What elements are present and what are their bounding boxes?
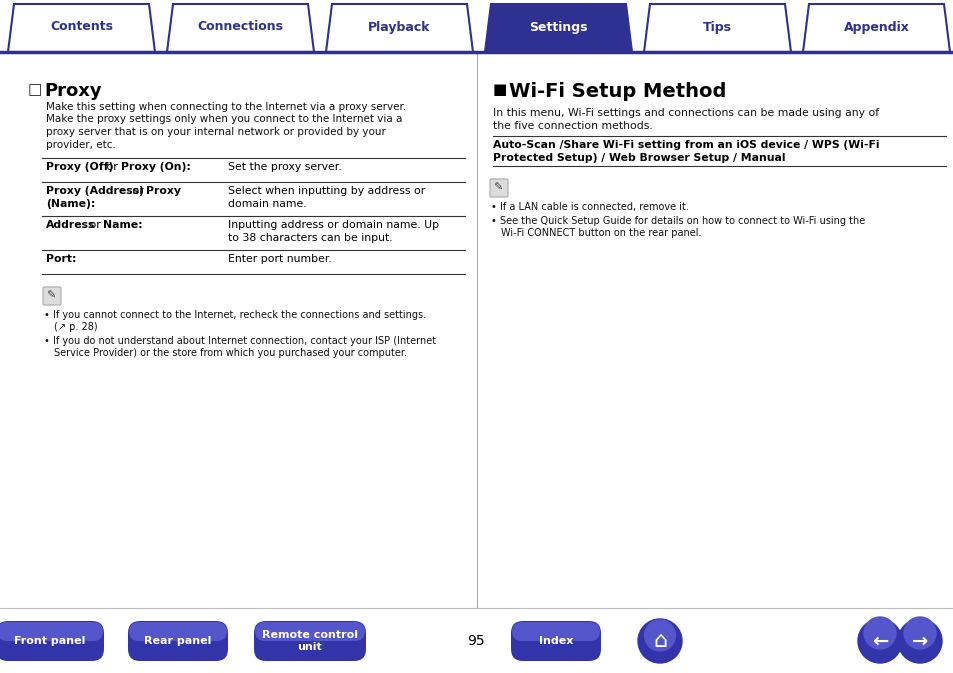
Circle shape [638,619,681,663]
FancyBboxPatch shape [512,622,599,641]
Text: Protected Setup) / Web Browser Setup / Manual: Protected Setup) / Web Browser Setup / M… [493,153,784,163]
Text: ■: ■ [493,82,507,97]
Text: →: → [911,631,927,651]
Text: • If you do not understand about Internet connection, contact your ISP (Internet: • If you do not understand about Interne… [44,336,436,346]
Text: Tips: Tips [702,20,731,34]
Text: Remote control
unit: Remote control unit [262,630,357,651]
Text: ✎: ✎ [47,291,55,301]
Text: In this menu, Wi-Fi settings and connections can be made using any of: In this menu, Wi-Fi settings and connect… [493,108,879,118]
Text: Address: Address [46,220,95,230]
Text: domain name.: domain name. [228,199,306,209]
Text: ⌂: ⌂ [652,631,666,651]
Circle shape [857,619,901,663]
Text: or: or [86,220,104,230]
Text: Proxy (On):: Proxy (On): [121,162,191,172]
Text: ✎: ✎ [493,183,502,193]
Text: Index: Index [538,636,573,646]
Text: Name:: Name: [103,220,143,230]
Circle shape [897,619,941,663]
FancyBboxPatch shape [511,621,600,661]
Text: Proxy (Off): Proxy (Off) [46,162,113,172]
Text: Proxy (Address): Proxy (Address) [46,186,144,196]
Text: • If you cannot connect to the Internet, recheck the connections and settings.: • If you cannot connect to the Internet,… [44,310,426,320]
Text: Proxy: Proxy [146,186,181,196]
FancyBboxPatch shape [129,622,227,641]
Polygon shape [484,4,631,52]
Text: Inputting address or domain name. Up: Inputting address or domain name. Up [228,220,438,230]
FancyBboxPatch shape [490,179,507,197]
Text: Wi-Fi Setup Method: Wi-Fi Setup Method [509,82,725,101]
Text: Service Provider) or the store from which you purchased your computer.: Service Provider) or the store from whic… [54,348,407,358]
Text: Appendix: Appendix [842,20,908,34]
Text: Settings: Settings [529,20,587,34]
Text: to 38 characters can be input.: to 38 characters can be input. [228,233,393,243]
Text: Rear panel: Rear panel [144,636,212,646]
Text: □: □ [28,82,42,97]
Text: or: or [103,162,121,172]
Text: Select when inputting by address or: Select when inputting by address or [228,186,425,196]
Text: Set the proxy server.: Set the proxy server. [228,162,341,172]
Polygon shape [8,4,154,52]
FancyBboxPatch shape [128,621,228,661]
Text: Proxy: Proxy [44,82,102,100]
Circle shape [903,617,935,649]
Text: Make this setting when connecting to the Internet via a proxy server.: Make this setting when connecting to the… [46,102,406,112]
Text: Make the proxy settings only when you connect to the Internet via a: Make the proxy settings only when you co… [46,114,402,125]
Text: (↗ p. 28): (↗ p. 28) [54,322,97,332]
Text: • If a LAN cable is connected, remove it.: • If a LAN cable is connected, remove it… [491,202,688,212]
Text: the five connection methods.: the five connection methods. [493,121,652,131]
Text: Auto-Scan /Share Wi-Fi setting from an iOS device / WPS (Wi-Fi: Auto-Scan /Share Wi-Fi setting from an i… [493,140,879,150]
Text: Enter port number.: Enter port number. [228,254,332,264]
Text: 95: 95 [467,634,484,648]
Circle shape [863,617,895,649]
FancyBboxPatch shape [43,287,61,305]
Text: • See the Quick Setup Guide for details on how to connect to Wi-Fi using the: • See the Quick Setup Guide for details … [491,216,864,226]
FancyBboxPatch shape [0,621,104,661]
Text: Port:: Port: [46,254,76,264]
Polygon shape [167,4,314,52]
FancyBboxPatch shape [0,622,103,641]
Text: provider, etc.: provider, etc. [46,139,115,149]
Polygon shape [643,4,790,52]
Text: or: or [129,186,147,196]
Polygon shape [802,4,949,52]
Text: Front panel: Front panel [14,636,86,646]
Text: Contents: Contents [50,20,112,34]
Circle shape [644,620,675,651]
Text: Connections: Connections [197,20,283,34]
FancyBboxPatch shape [253,621,366,661]
Text: proxy server that is on your internal network or provided by your: proxy server that is on your internal ne… [46,127,385,137]
Text: Playback: Playback [368,20,431,34]
Text: (Name):: (Name): [46,199,95,209]
FancyBboxPatch shape [254,622,365,641]
Polygon shape [326,4,473,52]
Text: ←: ← [871,631,887,651]
Text: Wi-Fi CONNECT button on the rear panel.: Wi-Fi CONNECT button on the rear panel. [500,228,700,238]
